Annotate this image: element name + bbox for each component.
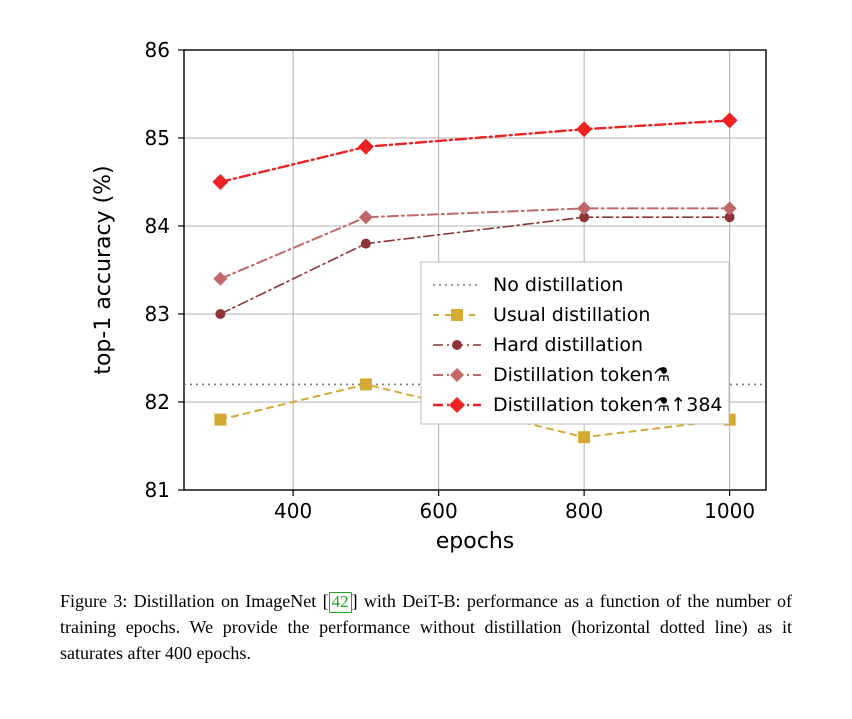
svg-text:Hard distillation: Hard distillation [493, 334, 643, 356]
svg-text:81: 81 [145, 478, 170, 502]
caption-text-part-a: Distillation on ImageNet [127, 591, 322, 611]
svg-text:600: 600 [420, 499, 458, 523]
distillation-chart: 400 600 800 1000 81 82 83 84 85 86 epochs top-1 acc… [66, 30, 786, 570]
svg-text:epochs: epochs [436, 529, 514, 554]
chart-container: 400 600 800 1000 81 82 83 84 85 86 epochs top-1 acc… [66, 30, 786, 570]
citation-42: 42 [329, 592, 352, 613]
svg-text:Distillation token⚗↑384: Distillation token⚗↑384 [493, 394, 723, 416]
legend: No distillation Usual distillation Hard di… [421, 262, 729, 424]
figure-caption: Figure 3: Distillation on ImageNet [42] … [60, 588, 792, 666]
svg-text:400: 400 [274, 499, 312, 523]
svg-text:83: 83 [145, 302, 170, 326]
svg-text:top-1 accuracy (%): top-1 accuracy (%) [91, 165, 116, 374]
svg-text:No distillation: No distillation [493, 274, 623, 296]
svg-text:800: 800 [565, 499, 603, 523]
figure-label: Figure 3: [60, 591, 127, 611]
svg-text:82: 82 [145, 390, 170, 414]
svg-text:Usual distillation: Usual distillation [493, 304, 650, 326]
svg-text:84: 84 [145, 214, 170, 238]
svg-text:85: 85 [145, 126, 170, 150]
svg-text:Distillation token⚗: Distillation token⚗ [493, 364, 670, 386]
svg-text:86: 86 [145, 38, 170, 62]
svg-text:1000: 1000 [704, 499, 755, 523]
